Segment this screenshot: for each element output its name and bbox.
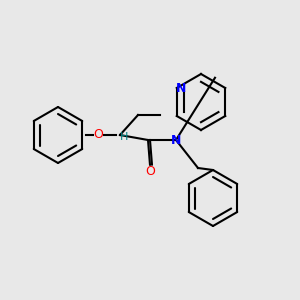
Text: N: N [171, 134, 181, 146]
Text: O: O [93, 128, 103, 142]
Text: H: H [120, 132, 128, 142]
Text: O: O [145, 164, 155, 178]
Text: N: N [176, 82, 186, 94]
